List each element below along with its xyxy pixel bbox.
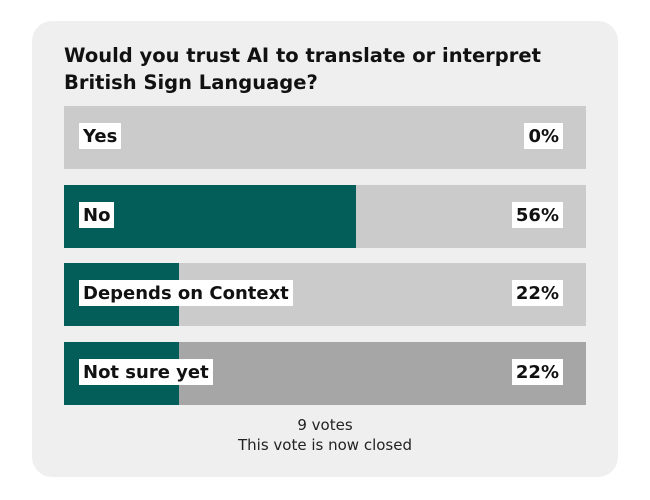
- poll-option-percent: 0%: [524, 123, 563, 149]
- poll-option-label: Yes: [79, 123, 122, 149]
- poll-option-not-sure-yet[interactable]: Not sure yet 22%: [64, 342, 586, 405]
- poll-question: Would you trust AI to translate or inter…: [64, 44, 541, 94]
- poll-option-yes[interactable]: Yes 0%: [64, 106, 586, 169]
- poll-option-label: Not sure yet: [79, 359, 213, 385]
- poll-option-label: No: [79, 202, 115, 228]
- poll-option-label: Depends on Context: [79, 280, 293, 306]
- vote-count: 9 votes: [297, 416, 353, 434]
- poll-option-percent: 56%: [511, 202, 563, 228]
- poll-option-depends-on-context[interactable]: Depends on Context 22%: [64, 263, 586, 326]
- poll-option-percent: 22%: [511, 359, 563, 385]
- vote-status: This vote is now closed: [238, 436, 412, 454]
- poll-option-percent: 22%: [511, 280, 563, 306]
- poll-option-no[interactable]: No 56%: [64, 185, 586, 248]
